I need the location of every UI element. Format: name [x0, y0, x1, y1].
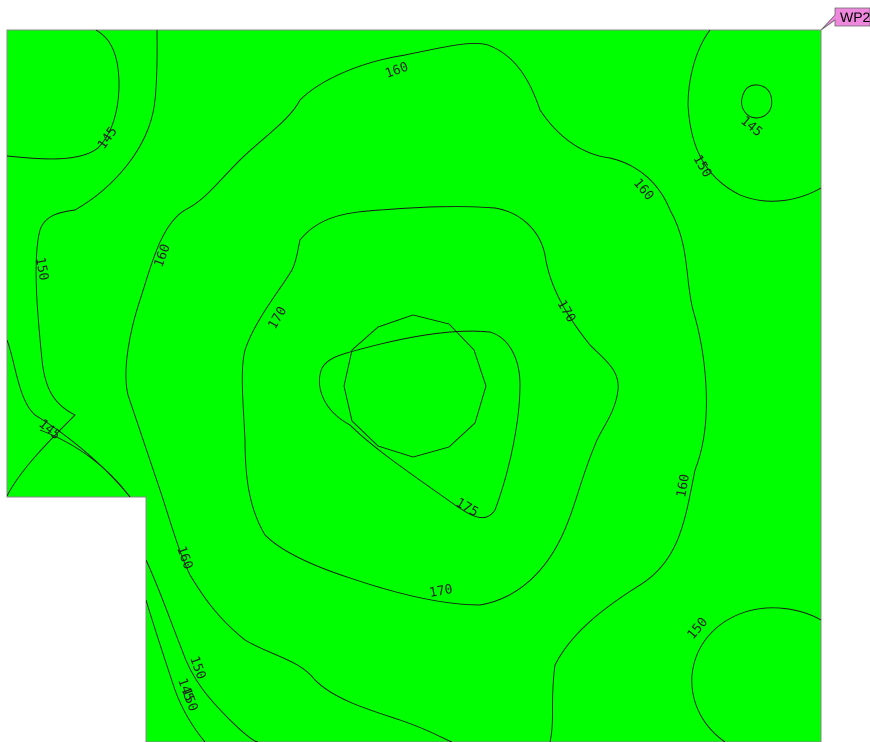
contour-line [241, 206, 619, 606]
contour-line [7, 30, 120, 160]
workplane-label-text: WP2 [840, 9, 870, 25]
contour-line [687, 30, 821, 202]
contour-line [319, 330, 521, 519]
contour-line [741, 84, 773, 119]
contour-line [299, 42, 707, 742]
contour-line [7, 30, 158, 497]
contour-label: 150 [32, 256, 51, 282]
contour-line [145, 559, 259, 742]
contour-line [145, 599, 206, 742]
contour-line [39, 429, 131, 498]
workplane-label-box [820, 7, 870, 31]
workplane-label[interactable]: WP2 [820, 7, 870, 31]
contour-line [343, 314, 487, 458]
contour-lines [7, 30, 821, 742]
contour-label: 160 [674, 473, 693, 499]
contour-line [691, 607, 821, 742]
contour-line [125, 99, 453, 742]
contour-label: 170 [428, 582, 454, 601]
